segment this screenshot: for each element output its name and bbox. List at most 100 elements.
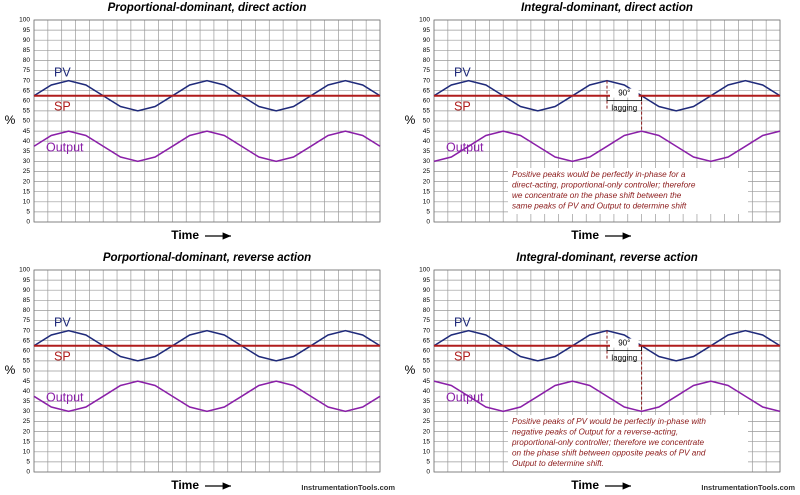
y-tick-label: 65 xyxy=(423,337,431,344)
note-line: on the phase shift between opposite peak… xyxy=(512,449,706,458)
y-tick-label: 5 xyxy=(26,459,30,466)
y-tick-label: 20 xyxy=(23,428,31,435)
y-tick-label: 30 xyxy=(423,158,431,165)
y-tick-label: 95 xyxy=(23,277,31,284)
y-tick-label: 10 xyxy=(423,199,431,206)
plot-frame xyxy=(433,19,781,223)
note-line: proportional-only controller; therefore … xyxy=(511,438,705,447)
y-tick-label: 35 xyxy=(23,148,31,155)
lag-label: lagging xyxy=(611,354,637,363)
series-label: PV xyxy=(454,315,471,329)
y-tick-label: 15 xyxy=(423,188,431,195)
y-axis-label: % xyxy=(405,363,416,377)
y-tick-label: 60 xyxy=(23,98,31,105)
y-tick-label: 35 xyxy=(23,398,31,405)
y-tick-label: 45 xyxy=(423,378,431,385)
y-tick-label: 65 xyxy=(423,87,431,94)
y-tick-label: 95 xyxy=(423,27,431,34)
note-line: Positive peaks of PV would be perfectly … xyxy=(512,417,706,426)
series-label: SP xyxy=(54,99,71,113)
y-tick-label: 70 xyxy=(23,327,31,334)
note-line: same peaks of PV and Output to determine… xyxy=(512,202,687,211)
plot-frame xyxy=(433,269,781,473)
y-tick-label: 25 xyxy=(23,418,31,425)
series-label: Output xyxy=(446,390,484,404)
y-tick-label: 50 xyxy=(23,118,31,125)
y-axis-label: % xyxy=(5,363,16,377)
y-tick-label: 55 xyxy=(423,358,431,365)
y-tick-label: 0 xyxy=(26,219,30,226)
lag-bracket xyxy=(606,96,642,101)
y-tick-label: 95 xyxy=(23,27,31,34)
watermark: InstrumentationTools.com xyxy=(701,483,795,492)
chart-title: Porportional-dominant, reverse action xyxy=(103,252,311,264)
x-axis-label: Time xyxy=(571,228,599,242)
y-tick-label: 55 xyxy=(23,358,31,365)
series-label: SP xyxy=(454,349,471,363)
chart-title: Integral-dominant, direct action xyxy=(521,2,693,14)
lag-angle: 90° xyxy=(618,89,630,98)
y-tick-label: 5 xyxy=(426,459,430,466)
y-tick-label: 60 xyxy=(423,348,431,355)
series-line xyxy=(33,130,381,163)
y-tick-label: 95 xyxy=(423,277,431,284)
x-axis-label: Time xyxy=(171,478,199,492)
series-label: SP xyxy=(454,99,471,113)
y-tick-label: 15 xyxy=(23,188,31,195)
y-tick-label: 20 xyxy=(23,178,31,185)
y-tick-label: 65 xyxy=(23,87,31,94)
y-tick-label: 5 xyxy=(426,209,430,216)
y-tick-label: 20 xyxy=(423,178,431,185)
y-tick-label: 40 xyxy=(423,388,431,395)
series-label: PV xyxy=(454,65,471,79)
y-tick-label: 75 xyxy=(423,317,431,324)
y-tick-label: 60 xyxy=(23,348,31,355)
y-tick-label: 90 xyxy=(23,287,31,294)
series-label: Output xyxy=(446,140,484,154)
series-label: Output xyxy=(46,140,84,154)
y-tick-label: 80 xyxy=(423,57,431,64)
y-tick-label: 90 xyxy=(423,287,431,294)
y-tick-label: 40 xyxy=(23,138,31,145)
y-tick-label: 15 xyxy=(23,438,31,445)
y-tick-label: 30 xyxy=(423,408,431,415)
y-tick-label: 75 xyxy=(423,67,431,74)
y-tick-label: 50 xyxy=(423,368,431,375)
note-line: Positive peaks would be perfectly in-pha… xyxy=(512,170,686,179)
watermark: InstrumentationTools.com xyxy=(301,483,395,492)
plot-frame xyxy=(33,19,381,223)
y-tick-label: 90 xyxy=(423,37,431,44)
chart-title: Proportional-dominant, direct action xyxy=(108,2,307,14)
series-label: Output xyxy=(46,390,84,404)
series-label: SP xyxy=(54,349,71,363)
lag-angle: 90° xyxy=(618,339,630,348)
lag-label: lagging xyxy=(611,104,637,113)
y-tick-label: 90 xyxy=(23,37,31,44)
y-tick-label: 70 xyxy=(423,77,431,84)
lag-bracket xyxy=(606,346,642,351)
chart-title: Integral-dominant, reverse action xyxy=(516,252,698,264)
y-tick-label: 100 xyxy=(419,267,430,274)
y-tick-label: 50 xyxy=(423,118,431,125)
y-tick-label: 40 xyxy=(423,138,431,145)
series-label: PV xyxy=(54,315,71,329)
y-tick-label: 50 xyxy=(23,368,31,375)
y-tick-label: 80 xyxy=(23,57,31,64)
note-line: we concentrate on the phase shift betwee… xyxy=(512,191,682,200)
note-line: Output to determine shift. xyxy=(512,459,604,468)
y-tick-label: 35 xyxy=(423,148,431,155)
y-axis-label: % xyxy=(5,113,16,127)
series-line xyxy=(433,380,781,413)
lag-label-bg xyxy=(610,88,639,98)
note-line: negative peaks of Output for a reverse-a… xyxy=(512,428,678,437)
y-tick-label: 45 xyxy=(23,378,31,385)
lag-label-bg xyxy=(610,338,639,348)
y-tick-label: 75 xyxy=(23,67,31,74)
note-bg xyxy=(508,415,748,472)
y-axis-label: % xyxy=(405,113,416,127)
note-bg xyxy=(508,168,748,214)
x-axis-label: Time xyxy=(571,478,599,492)
y-tick-label: 65 xyxy=(23,337,31,344)
plot-frame xyxy=(33,269,381,473)
